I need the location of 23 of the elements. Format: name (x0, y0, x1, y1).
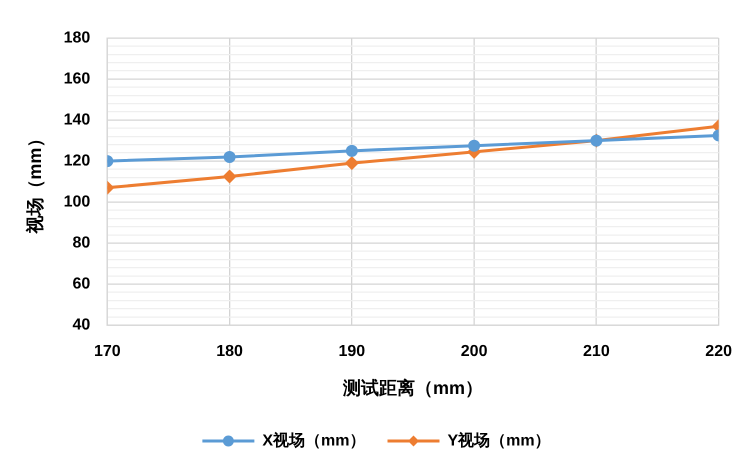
point (468, 140, 480, 152)
y-tick-label: 180 (64, 29, 90, 46)
point (222, 169, 237, 184)
y-tick-label: 140 (64, 111, 90, 128)
legend-label: Y视场（mm） (448, 431, 551, 450)
legend-label: X视场（mm） (262, 431, 366, 450)
x-tick-label: 220 (705, 343, 732, 360)
y-axis-title: 视场（mm） (24, 130, 45, 235)
x-tick-label: 170 (94, 343, 121, 360)
x-tick-label: 200 (460, 343, 488, 360)
y-tick-label: 160 (64, 70, 90, 88)
x-axis-title: 测试距离（mm） (342, 378, 483, 398)
y-tick-label: 60 (72, 276, 90, 293)
x-tick-label: 180 (216, 343, 244, 360)
point (346, 144, 358, 157)
y-tick-label: 80 (72, 234, 90, 252)
x-tick-label: 210 (583, 343, 610, 360)
x-tick-label: 190 (338, 343, 366, 360)
y-tick-label: 120 (64, 152, 90, 170)
y-tick-label: 100 (64, 194, 90, 211)
point (344, 156, 359, 170)
point (224, 150, 236, 163)
y-tick-label: 40 (72, 316, 90, 334)
